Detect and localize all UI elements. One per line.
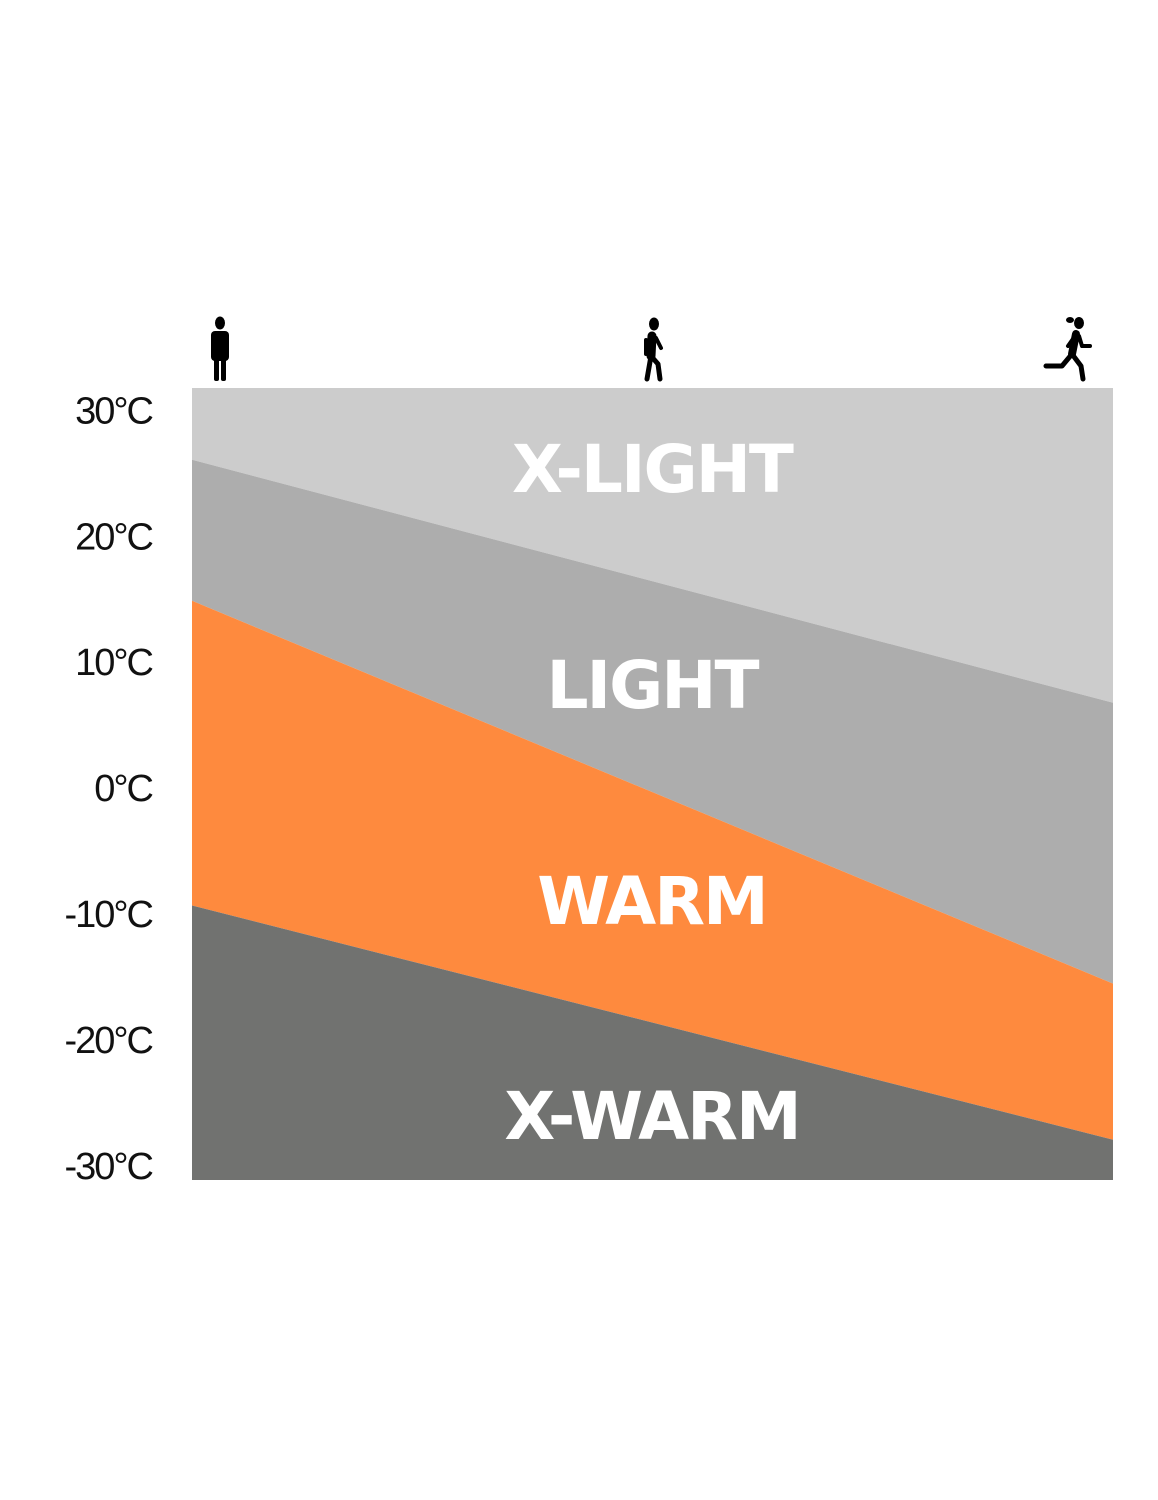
- band-x-light: [192, 388, 1113, 703]
- y-tick-label: -30°C: [64, 1146, 152, 1188]
- y-tick-label: 20°C: [75, 516, 152, 558]
- band-label-warm: WARM: [537, 863, 766, 940]
- y-tick-label: -10°C: [64, 894, 152, 936]
- y-tick-label: 30°C: [75, 390, 152, 432]
- band-label-x-light: X-LIGHT: [512, 431, 794, 508]
- band-label-light: LIGHT: [546, 647, 759, 724]
- band-label-x-warm: X-WARM: [504, 1078, 799, 1155]
- y-tick-label: 0°C: [94, 768, 152, 810]
- y-tick-label: 10°C: [75, 642, 152, 684]
- walking-person-icon: [644, 317, 663, 382]
- band-warm: [192, 600, 1113, 1140]
- standing-person-icon: [211, 316, 229, 381]
- band-x-warm: [192, 905, 1113, 1180]
- running-person-icon: [1043, 317, 1092, 382]
- band-light: [192, 459, 1113, 984]
- bands: [192, 388, 1113, 1180]
- y-axis-ticks: 30°C 20°C 10°C 0°C -10°C -20°C -30°C: [64, 390, 154, 1188]
- y-tick-label: -20°C: [64, 1020, 152, 1062]
- band-labels: X-LIGHT LIGHT WARM X-WARM: [504, 431, 801, 1155]
